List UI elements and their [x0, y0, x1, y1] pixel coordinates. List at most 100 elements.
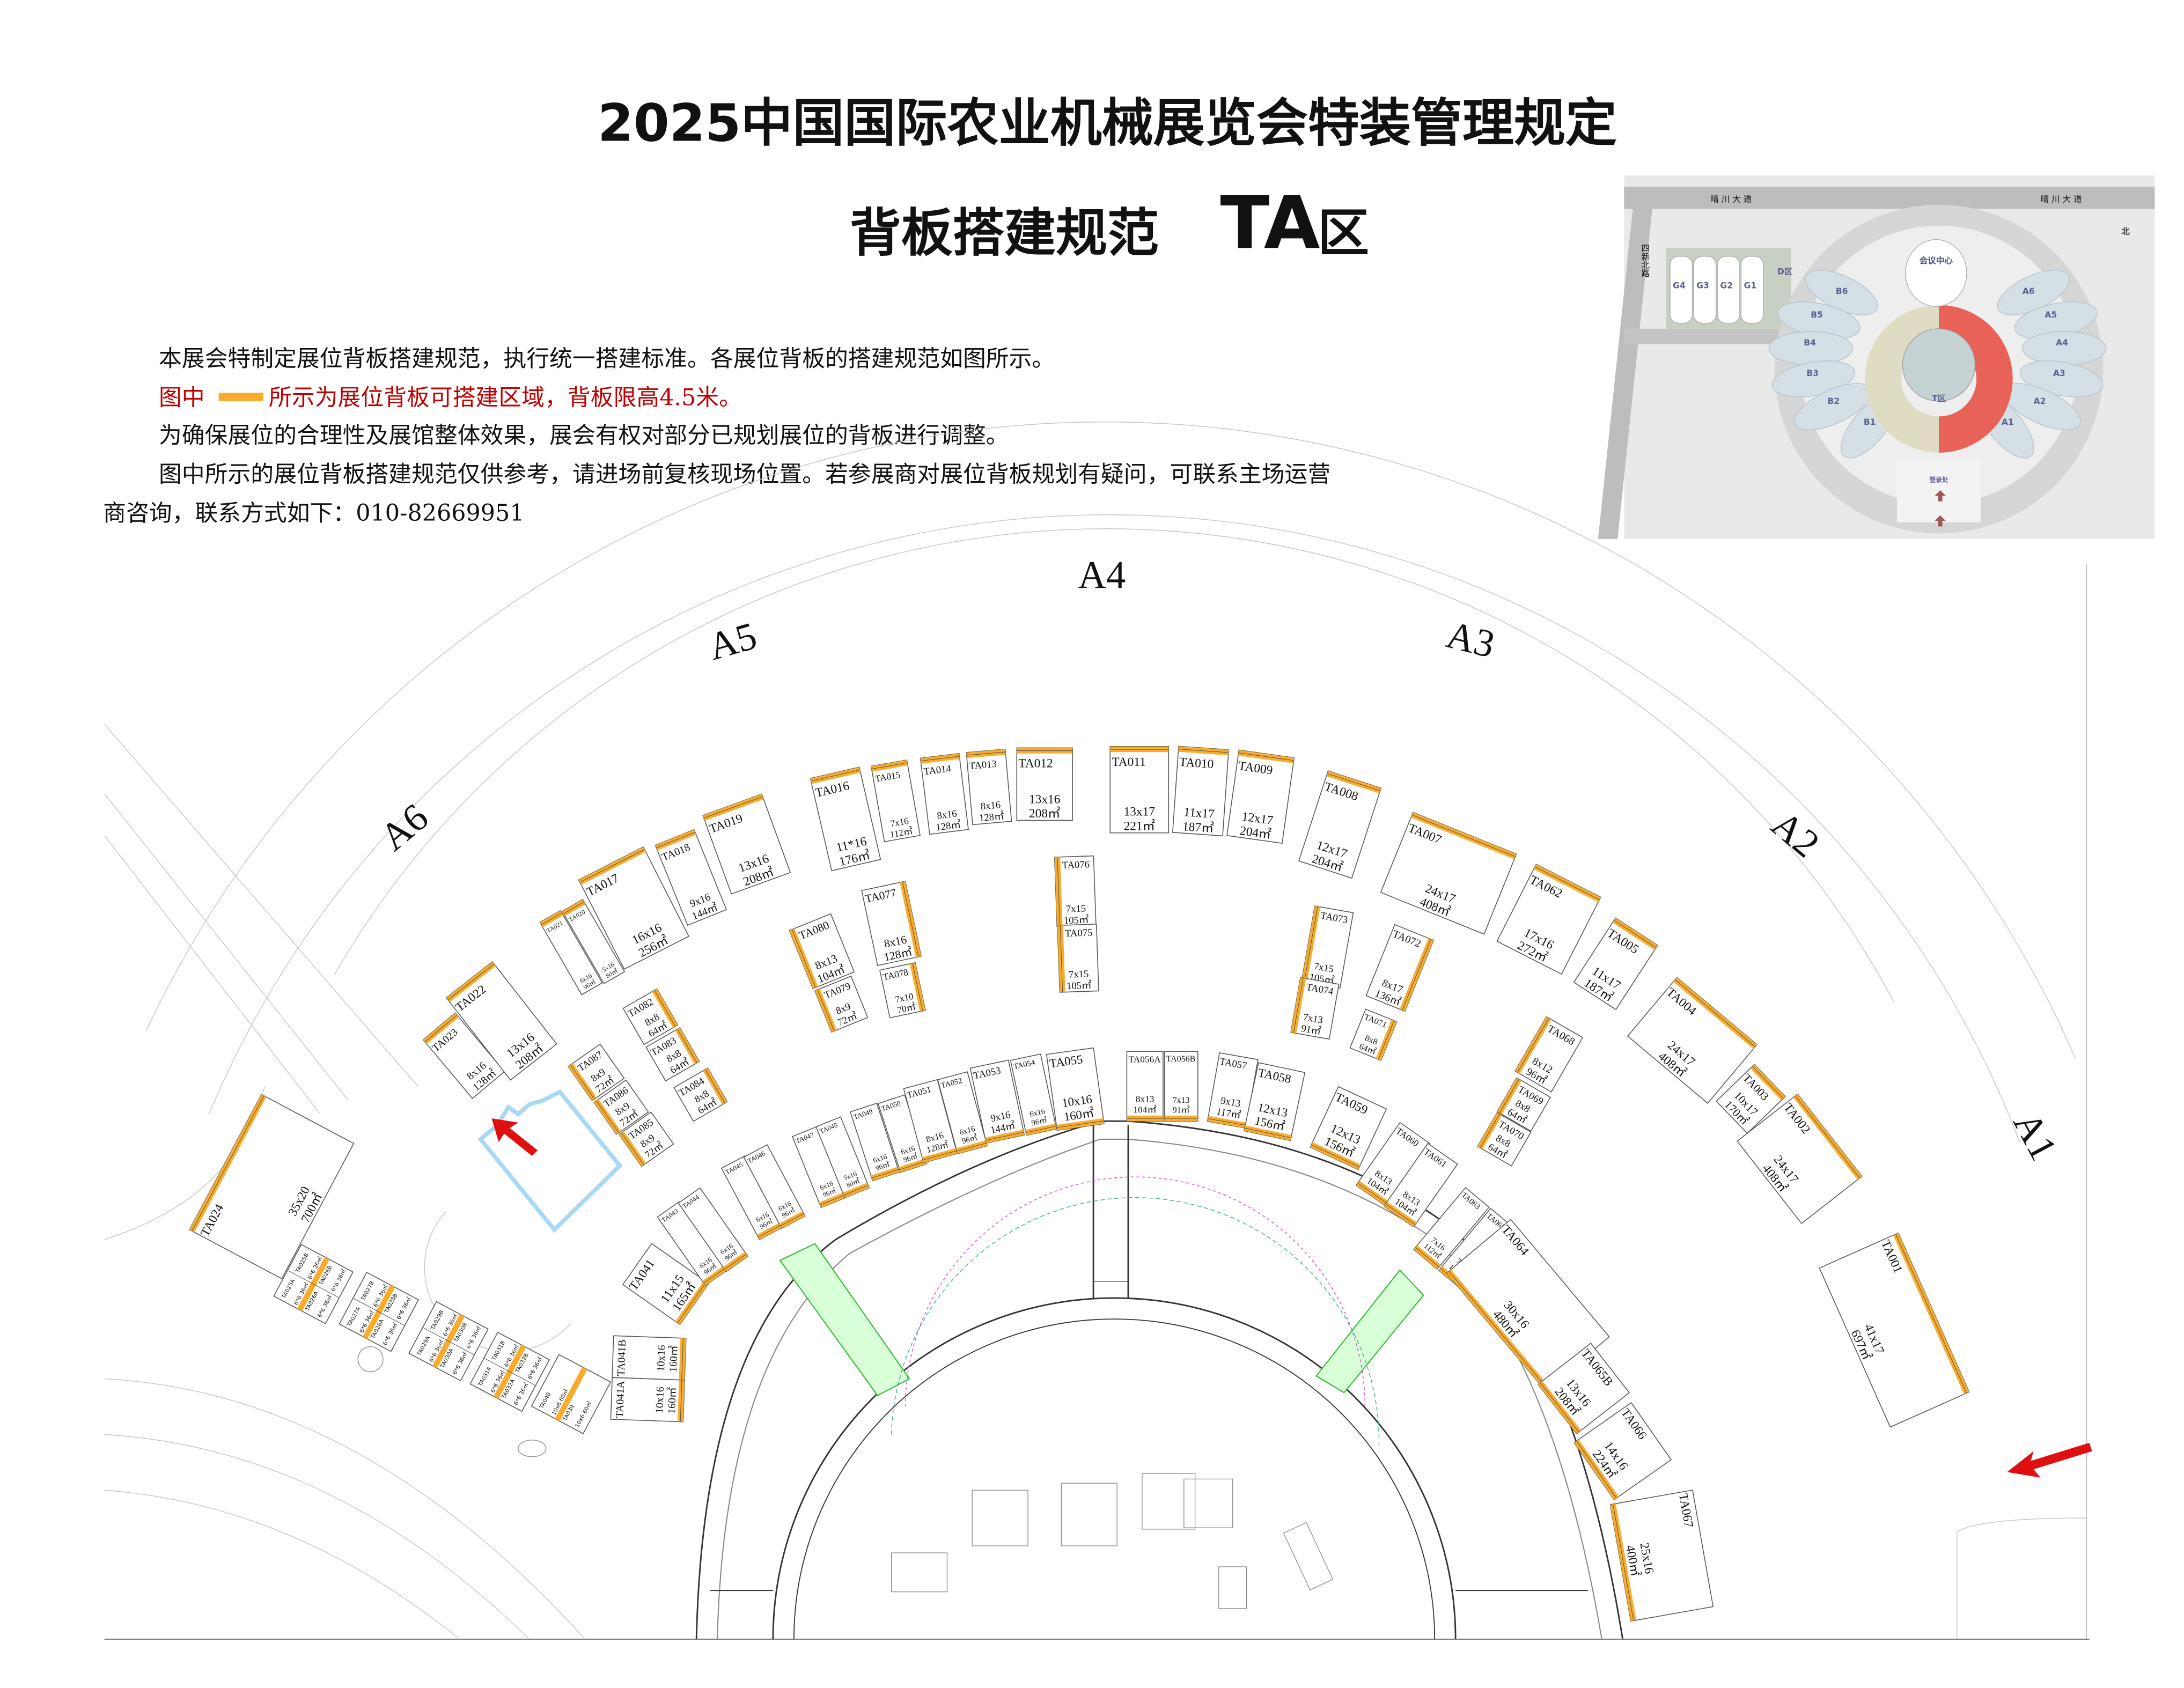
hall-label-a6: A6	[372, 795, 436, 859]
legend-prefix: 图中	[159, 385, 205, 411]
note-line: 图中所示的展位背板搭建规范仅供参考，请进场前复核现场位置。若参展商对展位背板规划…	[159, 461, 1330, 488]
entrance-outline	[477, 1089, 623, 1233]
subtitle-suffix: 区	[1318, 203, 1369, 263]
booth-dimensions: 6x16	[959, 1125, 976, 1137]
inset-hall-label: A1	[2002, 417, 2014, 427]
booth-outline	[1164, 1051, 1198, 1122]
booth-area: 105㎡	[1064, 914, 1090, 927]
booth-ta041a[interactable]: TA041A 10x16 160㎡	[610, 1377, 685, 1422]
booth-area: 96㎡	[1031, 1116, 1048, 1128]
booth-outline	[1496, 864, 1601, 975]
hall-label-a2: A2	[1763, 802, 1828, 866]
plan-background	[104, 421, 2092, 1640]
booth-outline	[1126, 1051, 1164, 1122]
booth-outline	[1244, 1062, 1306, 1141]
booth-outline	[422, 1012, 505, 1099]
inset-hall-label: A4	[2056, 338, 2068, 348]
inset-north-label: 北	[2121, 226, 2130, 236]
booth-ta041b[interactable]: TA041B 10x16 160㎡	[612, 1335, 687, 1381]
note-line: 本展会特制定展位背板搭建规范，执行统一搭建标准。各展位背板的搭建规范如图所示。	[159, 345, 1055, 372]
booth-dimensions: 8x16	[980, 799, 1001, 812]
booth-dimensions: 7x15	[1066, 903, 1086, 915]
overview-map: 晴 川 大 道 晴 川 大 道 四新北路 会议中心 D区 G4 G3 G2 G1…	[1598, 175, 2155, 539]
inset-building-label: G1	[1744, 281, 1757, 291]
booth-outline	[1016, 747, 1073, 821]
green-area	[779, 1243, 910, 1396]
inset-zone-label: T区	[1932, 394, 1946, 403]
booth-area: 104㎡	[1134, 1105, 1157, 1115]
booth-dimensions: 7x13	[1173, 1096, 1190, 1105]
booth-id: TA013	[969, 758, 997, 772]
booth-outline	[1109, 746, 1170, 834]
booth-area: 221㎡	[1124, 819, 1155, 834]
inset-building-label: G2	[1720, 281, 1733, 291]
subtitle-zone: TA	[1220, 181, 1320, 265]
